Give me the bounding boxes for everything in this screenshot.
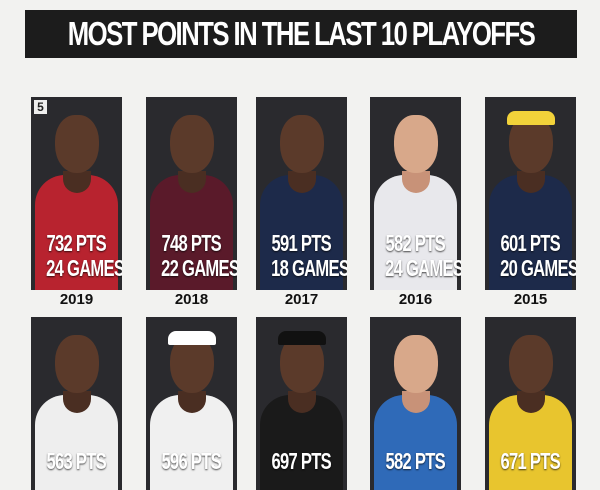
player-neck: [288, 391, 316, 413]
player-neck: [63, 391, 91, 413]
player-neck: [178, 171, 206, 193]
player-neck: [402, 171, 430, 193]
brand-logo: 5: [34, 100, 47, 114]
points-label: 591 PTS: [271, 230, 332, 256]
player-neck: [517, 171, 545, 193]
player-photo: [394, 115, 438, 173]
player-card: 582 PTS: [370, 317, 461, 490]
player-photo: [280, 115, 324, 173]
player-card: 601 PTS 20 GAMES: [485, 97, 576, 290]
points-label: 748 PTS: [161, 230, 222, 256]
player-neck: [178, 391, 206, 413]
title-text: MOST POINTS IN THE LAST 10 PLAYOFFS: [67, 15, 536, 52]
points-label: 596 PTS: [161, 448, 222, 474]
player-photo: [170, 115, 214, 173]
player-photo: [55, 335, 99, 393]
player-card: 582 PTS 24 GAMES: [370, 97, 461, 290]
player-jersey: [150, 175, 233, 290]
year-label: 2017: [284, 291, 319, 308]
player-jersey: [35, 175, 118, 290]
games-label: 18 GAMES: [271, 255, 347, 281]
year-label: 2019: [59, 291, 94, 308]
games-label: 20 GAMES: [500, 255, 576, 281]
points-label: 582 PTS: [385, 230, 446, 256]
player-photo: [55, 115, 99, 173]
points-label: 697 PTS: [271, 448, 332, 474]
player-card: 732 PTS 24 GAMES 5: [31, 97, 122, 290]
player-jersey: [374, 175, 457, 290]
player-card: 591 PTS 18 GAMES: [256, 97, 347, 290]
games-label: 24 GAMES: [385, 255, 461, 281]
player-card: 697 PTS: [256, 317, 347, 490]
player-neck: [288, 171, 316, 193]
player-jersey: [260, 175, 343, 290]
title-banner: MOST POINTS IN THE LAST 10 PLAYOFFS: [25, 10, 577, 58]
player-photo: [509, 335, 553, 393]
games-label: 22 GAMES: [161, 255, 237, 281]
points-label: 582 PTS: [385, 448, 446, 474]
points-label: 563 PTS: [46, 448, 107, 474]
points-label: 671 PTS: [500, 448, 561, 474]
player-jersey: [489, 175, 572, 290]
player-card: 596 PTS: [146, 317, 237, 490]
year-label: 2018: [174, 291, 209, 308]
year-label: 2016: [398, 291, 433, 308]
player-photo: [394, 335, 438, 393]
player-card: 563 PTS: [31, 317, 122, 490]
player-card: 671 PTS: [485, 317, 576, 490]
headband: [168, 331, 216, 345]
points-label: 601 PTS: [500, 230, 561, 256]
headband: [278, 331, 326, 345]
year-label: 2015: [513, 291, 548, 308]
player-neck: [517, 391, 545, 413]
games-label: 24 GAMES: [46, 255, 122, 281]
player-card: 748 PTS 22 GAMES: [146, 97, 237, 290]
player-neck: [63, 171, 91, 193]
headband: [507, 111, 555, 125]
points-label: 732 PTS: [46, 230, 107, 256]
player-neck: [402, 391, 430, 413]
